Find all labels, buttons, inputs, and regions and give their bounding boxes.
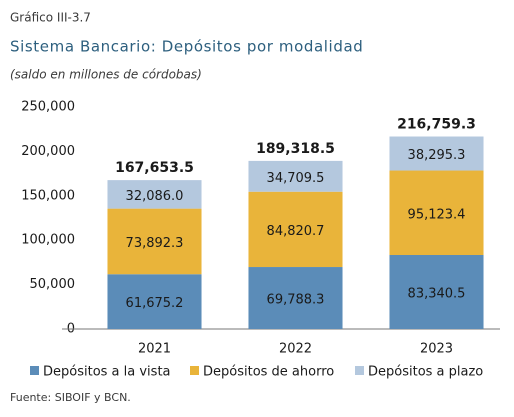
x-tick-label: 2022 <box>279 342 312 357</box>
y-tick-label: 150,000 <box>21 188 75 203</box>
legend-label: Depósitos a la vista <box>43 365 171 380</box>
data-label: 34,709.5 <box>267 171 325 186</box>
bar-segment <box>107 274 202 329</box>
legend-label: Depósitos a plazo <box>368 365 483 380</box>
legend-swatch <box>355 366 364 375</box>
x-tick-label: 2021 <box>138 342 171 357</box>
data-label: 83,340.5 <box>408 286 466 301</box>
total-label: 189,318.5 <box>256 141 335 157</box>
bar-segment <box>248 191 343 268</box>
chart-title: Sistema Bancario: Depósitos por modalida… <box>10 38 363 56</box>
bar-segment <box>107 180 202 209</box>
total-label: 167,653.5 <box>115 160 194 176</box>
bar-segment <box>389 254 484 329</box>
data-label: 61,675.2 <box>126 296 184 311</box>
chart-subtitle: (saldo en millones de córdobas) <box>10 68 202 82</box>
bar-segment <box>107 208 202 275</box>
data-label: 95,123.4 <box>408 207 466 222</box>
data-label: 84,820.7 <box>267 224 325 239</box>
x-tick-label: 2023 <box>420 342 453 357</box>
legend-label: Depósitos de ahorro <box>203 365 334 380</box>
data-label: 32,086.0 <box>126 189 184 204</box>
bar-segment <box>248 267 343 329</box>
legend-swatch <box>190 366 199 375</box>
chart-header: Gráfico III-3.7 <box>10 11 91 25</box>
bar-segment <box>248 160 343 192</box>
bar-segment <box>389 136 484 171</box>
y-tick-label: 200,000 <box>21 144 75 159</box>
data-label: 69,788.3 <box>267 293 325 308</box>
data-label: 38,295.3 <box>408 148 466 163</box>
source-note: Fuente: SIBOIF y BCN. <box>10 391 131 404</box>
y-tick-label: 250,000 <box>21 100 75 115</box>
bar-segment <box>389 170 484 255</box>
data-label: 73,892.3 <box>126 236 184 251</box>
total-label: 216,759.3 <box>397 117 476 133</box>
y-tick-label: 100,000 <box>21 233 75 248</box>
y-tick-label: 50,000 <box>30 277 76 292</box>
legend-swatch <box>30 366 39 375</box>
